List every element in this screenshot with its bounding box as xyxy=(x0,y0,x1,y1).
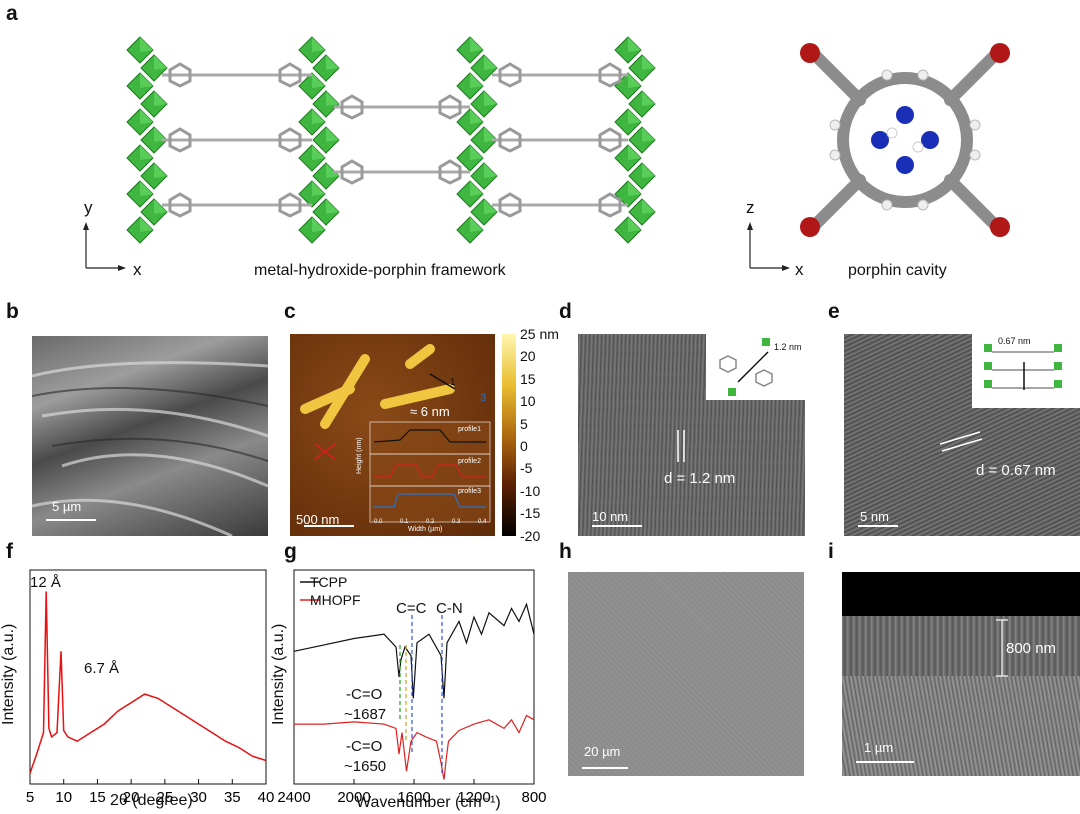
xrd-annotation-6.7A: 6.7 Å xyxy=(84,660,120,677)
profile1-line xyxy=(373,429,486,443)
ftir-annotation-1687: ~1687 xyxy=(344,706,387,723)
panel-label-e: e xyxy=(828,300,840,323)
x-tick-label: 30 xyxy=(190,789,207,806)
axis-x-label: x xyxy=(133,260,142,279)
ftir-annotation-cn: C-N xyxy=(436,600,463,617)
profile2-label: profile2 xyxy=(458,458,481,465)
colorbar-tick: -15 xyxy=(520,505,541,522)
inset-xtick-3: 0.3 xyxy=(452,519,461,525)
scale-bar-h: 20 µm xyxy=(584,744,621,759)
x-tick-label: 800 xyxy=(521,789,546,806)
profile3-line xyxy=(374,493,486,508)
colorbar-tick: 25 nm xyxy=(520,326,559,342)
inset-xtick-1: 0.1 xyxy=(400,519,409,525)
tem-image-e: 0.67 nm d = 0.67 nm 5 nm xyxy=(844,334,1080,536)
ftir-annotation-co2: -C=O xyxy=(346,738,383,755)
ftir-annotation-cc: C=C xyxy=(396,600,427,617)
panel-label-d: d xyxy=(559,300,572,323)
panel-label-f: f xyxy=(6,540,13,563)
legend-label-mhopf: MHOPF xyxy=(310,592,361,608)
afm-marker-3: 3 xyxy=(480,392,487,404)
colorbar-tick: -20 xyxy=(520,527,541,544)
membrane-layer xyxy=(842,616,1080,676)
framework-structure-diagram xyxy=(126,36,656,244)
colorbar-tick: -5 xyxy=(520,460,533,477)
xrd-ylabel: Intensity (a.u.) xyxy=(0,623,17,725)
scale-bar-d: 10 nm xyxy=(592,509,629,524)
inset-xtick-2: 0.2 xyxy=(426,519,435,525)
x-tick-label: 10 xyxy=(55,789,72,806)
colorbar-tick: 10 xyxy=(520,393,536,410)
inset-ylabel: Height (nm) xyxy=(356,437,363,474)
ftir-series-mhopf xyxy=(294,714,535,780)
colorbar-tick: 0 xyxy=(520,438,528,454)
scale-bar-i: 1 µm xyxy=(864,740,894,755)
ftir-annotation-co1: -C=O xyxy=(346,686,383,703)
profile1-label: profile1 xyxy=(458,426,481,433)
panel-label-i: i xyxy=(828,540,834,563)
framework-caption: metal-hydroxide-porphin framework xyxy=(254,262,506,279)
afm-profile-inset xyxy=(370,429,490,508)
scale-bar-e: 5 nm xyxy=(860,509,889,524)
xrd-plot-frame xyxy=(29,569,267,785)
colorbar-tick: 5 xyxy=(520,415,528,432)
profile2-line xyxy=(374,464,486,478)
xrd-annotation-12A: 12 Å xyxy=(30,574,61,591)
scale-bar-b: 5 µm xyxy=(52,499,82,514)
x-tick-label: 25 xyxy=(157,789,174,806)
x-tick-label: 2000 xyxy=(337,789,370,806)
axis-indicator-xy xyxy=(83,222,126,271)
tem-image-d: 1.2 nm d = 1.2 nm 10 nm xyxy=(578,334,805,536)
scale-bar-c: 500 nm xyxy=(296,512,340,527)
profile3-label: profile3 xyxy=(458,488,481,495)
x-tick-label: 1600 xyxy=(397,789,430,806)
ftir-chart: 2400 2000 1600 1200 800 xyxy=(277,569,547,806)
x-tick-label: 2400 xyxy=(277,789,310,806)
legend-label-tcpp: TCPP xyxy=(310,574,348,590)
colorbar-tick: -10 xyxy=(520,482,541,499)
axis-x2-label: x xyxy=(795,260,804,279)
panel-label-h: h xyxy=(559,540,572,563)
inset-xtick-4: 0.4 xyxy=(478,519,487,525)
colorbar-tick: 20 xyxy=(520,348,536,365)
inset-xtick-0: 0.0 xyxy=(374,519,383,525)
sem-image-flakes: 5 µm xyxy=(32,336,268,536)
afm-colorbar xyxy=(502,334,516,536)
xrd-xlabel: 2θ (degree) xyxy=(110,792,193,809)
substrate-layer xyxy=(842,676,1080,776)
porphin-cavity-diagram xyxy=(800,43,1010,237)
inset-xlabel: Width (µm) xyxy=(408,526,443,533)
lattice-spacing-d: d = 1.2 nm xyxy=(664,470,736,487)
x-tick-label: 35 xyxy=(224,789,241,806)
x-tick-label: 15 xyxy=(89,789,106,806)
axis-z-label: z xyxy=(746,198,755,217)
colorbar-tick: 15 xyxy=(520,370,536,387)
membrane-thickness-label: 800 nm xyxy=(1006,640,1057,657)
x-tick-label: 1200 xyxy=(457,789,490,806)
panel-label-c: c xyxy=(284,300,296,323)
inset-spacing-e: 0.67 nm xyxy=(998,336,1031,346)
x-tick-label: 40 xyxy=(258,789,275,806)
cavity-caption: porphin cavity xyxy=(848,262,947,279)
ftir-xlabel: Wavenumber (cm⁻¹) xyxy=(356,794,501,811)
axis-y-label: y xyxy=(84,198,93,217)
ftir-ylabel: Intensity (a.u.) xyxy=(270,623,287,725)
ftir-series-tcpp xyxy=(293,602,535,699)
sem-image-surface: 20 µm xyxy=(568,572,804,776)
ftir-annotation-1650: ~1650 xyxy=(344,758,387,775)
xrd-series-line xyxy=(29,591,267,774)
x-tick-label: 20 xyxy=(123,789,140,806)
axis-indicator-xz xyxy=(747,222,790,271)
afm-image: 1 3 ≈ 6 nm 500 nm profile1 profile2 prof… xyxy=(290,334,495,536)
lattice-spacing-e: d = 0.67 nm xyxy=(976,462,1056,479)
panel-label-a: a xyxy=(6,2,18,25)
afm-thickness-label: ≈ 6 nm xyxy=(410,404,450,419)
xrd-chart: 5 10 15 20 25 30 35 40 xyxy=(26,569,275,806)
panel-label-b: b xyxy=(6,300,19,323)
inset-spacing-d: 1.2 nm xyxy=(774,342,802,352)
panel-label-g: g xyxy=(284,540,297,563)
afm-marker-1: 1 xyxy=(450,377,456,388)
sem-image-cross-section: 800 nm 1 µm xyxy=(842,572,1080,776)
x-tick-label: 5 xyxy=(26,789,34,806)
